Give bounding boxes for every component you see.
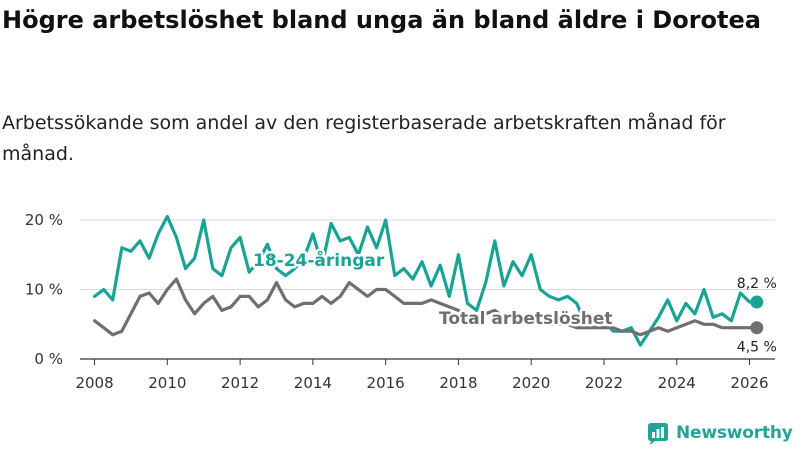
brand-logo: Newsworthy bbox=[646, 420, 793, 446]
x-tick-label: 2014 bbox=[294, 374, 332, 392]
x-tick-label: 2018 bbox=[439, 374, 477, 392]
total-series-line bbox=[93, 277, 759, 337]
y-tick-label: 10 % bbox=[25, 281, 63, 299]
line-chart: 0 % 10 % 20 % 2008 2010 2012 2014 2016 2018 2020 2… bbox=[25, 211, 777, 392]
youth-end-value-label: 8,2 % bbox=[737, 276, 777, 292]
x-tick-label: 2024 bbox=[658, 374, 696, 392]
x-tick-label: 2016 bbox=[367, 374, 405, 392]
y-tick-label: 0 % bbox=[34, 350, 63, 368]
total-end-value-label: 4,5 % bbox=[737, 340, 777, 356]
x-tick-label: 2020 bbox=[512, 374, 550, 392]
youth-series-line bbox=[93, 214, 759, 347]
chart-title: Högre arbetslöshet bland unga än bland ä… bbox=[2, 6, 761, 34]
x-tick-label: 2010 bbox=[148, 374, 186, 392]
total-end-point bbox=[750, 321, 764, 335]
x-tick-label: 2022 bbox=[585, 374, 623, 392]
y-tick-label: 20 % bbox=[25, 211, 63, 229]
x-tick-label: 2026 bbox=[730, 374, 768, 392]
chart-subtitle: Arbetssökande som andel av den registerb… bbox=[2, 112, 726, 165]
x-tick-label: 2012 bbox=[221, 374, 259, 392]
total-series-label: Total arbetslöshet bbox=[439, 309, 613, 329]
x-tick-label: 2008 bbox=[75, 374, 113, 392]
newsworthy-logo-icon bbox=[648, 423, 668, 445]
youth-end-point bbox=[750, 295, 764, 309]
youth-series-label: 18-24-åringar bbox=[253, 249, 385, 271]
brand-name: Newsworthy bbox=[676, 423, 793, 443]
